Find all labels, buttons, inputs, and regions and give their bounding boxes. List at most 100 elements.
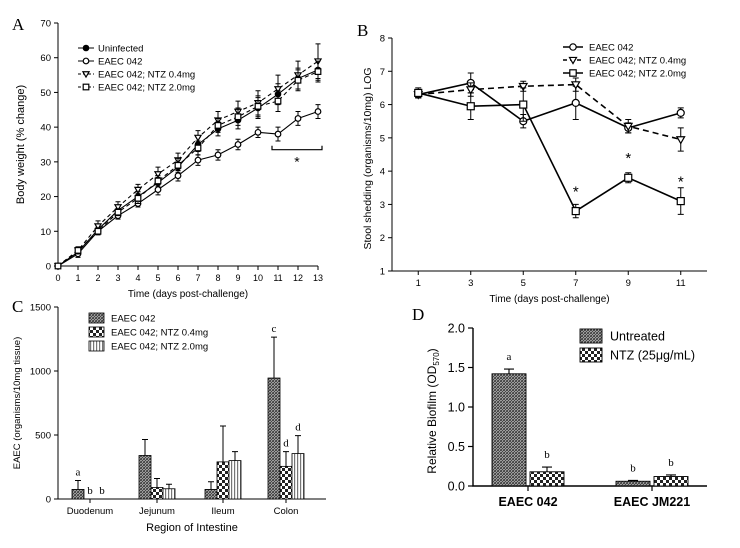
legend-marker — [568, 56, 578, 65]
data-point — [676, 108, 685, 117]
y-tick-label: 5 — [380, 133, 385, 144]
legend-marker — [569, 69, 577, 77]
data-point — [314, 108, 322, 115]
significance-letter: b — [544, 449, 550, 461]
data-point — [294, 76, 302, 84]
data-point — [133, 186, 143, 194]
y-tick-label: 1.5 — [448, 361, 465, 375]
legend-marker — [82, 83, 90, 91]
y-tick-label: 0.5 — [448, 440, 465, 454]
data-point — [134, 194, 142, 202]
data-point — [234, 141, 242, 148]
y-tick-label: 4 — [380, 167, 385, 178]
x-tick-label: 12 — [293, 273, 303, 283]
legend-label: EAEC 042 — [111, 314, 155, 325]
error-bar — [75, 479, 81, 490]
data-point — [465, 86, 476, 95]
x-tick-label: 5 — [155, 273, 160, 283]
legend-label: EAEC 042; NTZ 2.0mg — [111, 342, 208, 353]
x-tick-label: EAEC JM221 — [614, 495, 690, 509]
error-bar — [220, 425, 226, 462]
x-tick-label: Jejunum — [139, 506, 175, 517]
y-axis-label: EAEC (organisms/10mg tissue) — [12, 337, 23, 470]
x-axis-label: Time (days post-challenge) — [489, 294, 609, 305]
legend-label: EAEC 042; NTZ 2.0mg — [98, 83, 195, 94]
significance-letter: b — [668, 457, 674, 469]
bar — [491, 373, 527, 487]
legend-marker — [82, 44, 90, 52]
data-point — [571, 206, 580, 216]
data-point — [234, 113, 242, 121]
chart-panel-b: 1 2 3 4 5 6 7 8 1 3 5 7 9 11 Time (days post-challenge… — [362, 34, 707, 305]
data-point — [314, 68, 322, 76]
x-tick-label: 3 — [115, 273, 120, 283]
bar — [529, 471, 565, 487]
legend-marker — [569, 43, 577, 51]
x-tick-label: 3 — [468, 278, 473, 289]
x-tick-label: 7 — [195, 273, 200, 283]
data-point — [518, 82, 529, 92]
x-tick-label: 0 — [55, 273, 60, 283]
error-bar — [295, 435, 301, 454]
y-tick-label: 1 — [380, 267, 385, 278]
data-point — [273, 86, 283, 94]
significance-letter: d — [295, 422, 301, 434]
error-bar — [628, 479, 638, 482]
bar — [615, 480, 651, 487]
error-bar — [208, 481, 214, 490]
y-tick-label: 2 — [380, 233, 385, 244]
series-line — [418, 92, 682, 213]
bar — [204, 488, 218, 500]
x-tick-label: 9 — [626, 278, 631, 289]
significance-letter: b — [99, 485, 105, 497]
x-tick-label: Colon — [274, 506, 299, 517]
x-tick-label: Ileum — [211, 506, 234, 517]
bar — [279, 465, 293, 500]
x-tick-label: 13 — [313, 273, 323, 283]
legend-label: EAEC 042; NTZ 0.4mg — [589, 56, 686, 67]
data-point — [624, 173, 633, 182]
legend-swatch — [88, 326, 105, 338]
legend-label: EAEC 042; NTZ 0.4mg — [111, 328, 208, 339]
legend-marker — [82, 57, 90, 65]
error-bar — [154, 478, 160, 488]
data-point — [193, 134, 203, 142]
error-bar — [166, 483, 172, 489]
data-point — [214, 122, 222, 129]
data-point — [153, 171, 163, 179]
bar — [138, 455, 152, 500]
legend-label: NTZ (25μg/mL) — [610, 349, 695, 363]
data-point — [154, 186, 162, 194]
x-tick-label: 6 — [175, 273, 180, 283]
x-tick-label: 8 — [215, 273, 220, 283]
x-tick-label: 1 — [75, 273, 80, 283]
data-point — [294, 115, 302, 122]
legend-swatch — [88, 340, 105, 352]
y-tick-label: 500 — [35, 431, 51, 442]
legend-label: EAEC 042; NTZ 0.4mg — [98, 70, 195, 81]
y-tick-label: 0 — [46, 262, 51, 273]
bar — [291, 453, 305, 500]
y-tick-label: 10 — [40, 227, 51, 238]
panel-label-c: C — [12, 297, 23, 316]
significance-letter: d — [283, 438, 289, 450]
chart-panel-d: 0.0 0.5 1.0 1.5 2.0 EAEC 042 a b EAEC JM221 b b Rel… — [425, 322, 707, 509]
y-tick-label: 70 — [40, 19, 51, 30]
data-point — [519, 100, 528, 109]
y-tick-label: 7 — [380, 67, 385, 78]
y-axis-label: Body weight (% change) — [15, 85, 27, 204]
x-tick-label: 10 — [253, 273, 263, 283]
bar — [162, 488, 176, 500]
data-point — [113, 204, 123, 212]
significance-letter: a — [76, 466, 81, 478]
legend-swatch — [88, 312, 105, 324]
legend-swatch — [579, 328, 603, 344]
x-axis-label: Time (days post-challenge) — [128, 289, 248, 300]
data-point — [274, 97, 282, 105]
legend-marker — [81, 71, 91, 79]
data-point — [676, 197, 685, 206]
y-tick-label: 2.0 — [448, 322, 465, 336]
data-point — [675, 136, 686, 145]
x-axis-label: Region of Intestine — [146, 522, 238, 534]
